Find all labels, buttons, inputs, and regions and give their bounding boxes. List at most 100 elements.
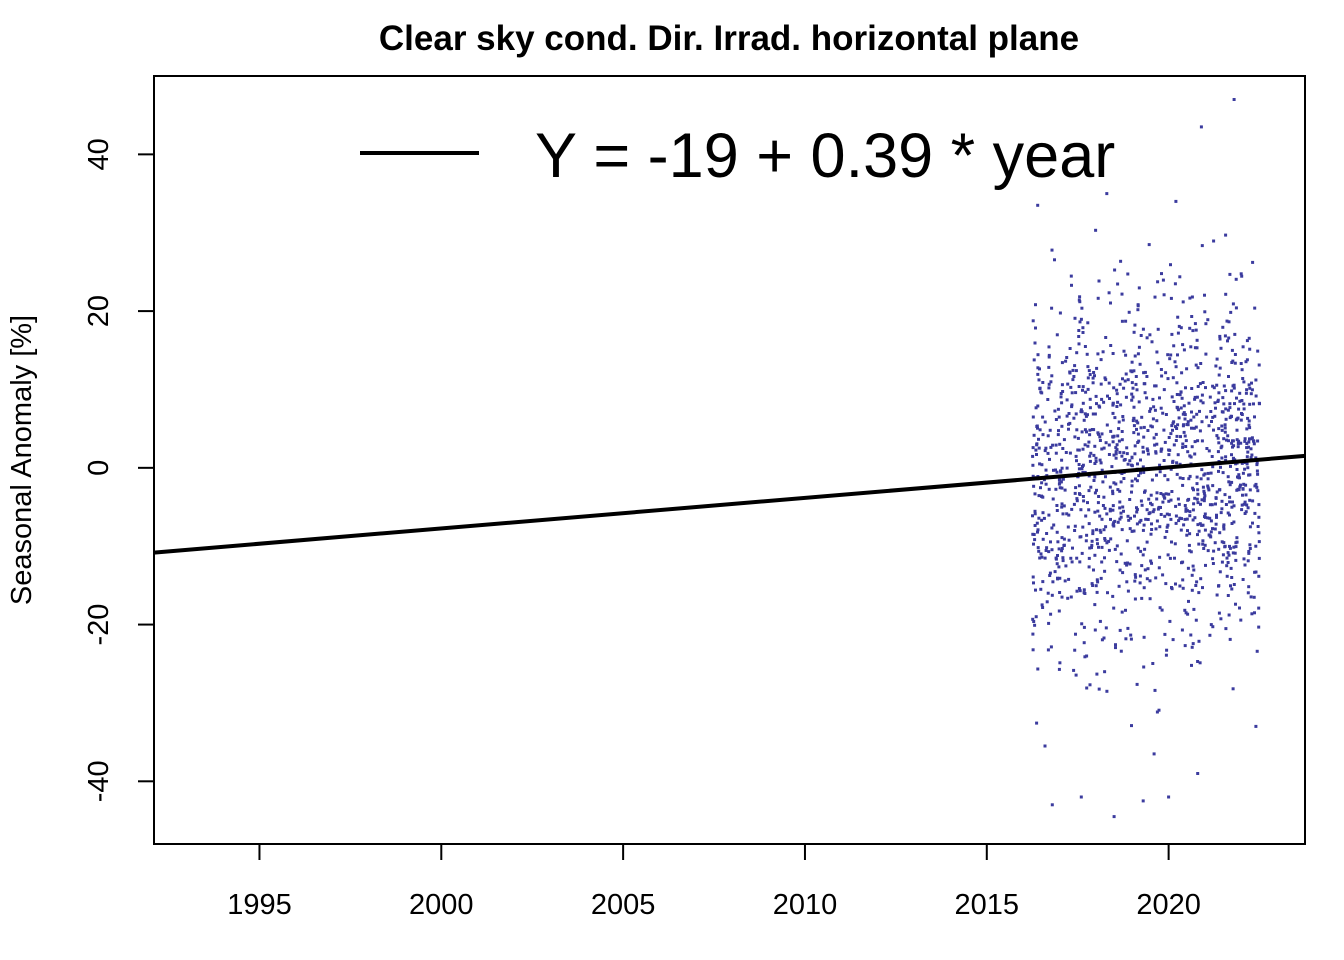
- data-point: [1183, 504, 1187, 507]
- data-point: [1240, 412, 1243, 415]
- data-point: [1221, 410, 1225, 414]
- data-point: [1119, 552, 1123, 556]
- data-point: [1119, 403, 1123, 407]
- data-point: [1149, 501, 1152, 505]
- data-point: [1037, 437, 1040, 441]
- data-point: [1152, 752, 1156, 756]
- data-point: [1174, 514, 1178, 518]
- data-point: [1251, 521, 1254, 525]
- data-point: [1159, 449, 1163, 453]
- data-point: [1219, 446, 1223, 450]
- data-point: [1190, 663, 1193, 667]
- data-point: [1112, 481, 1116, 485]
- data-point: [1215, 513, 1218, 517]
- data-point: [1206, 486, 1210, 490]
- data-point: [1174, 365, 1178, 369]
- data-point: [1119, 480, 1123, 484]
- data-point: [1164, 371, 1168, 375]
- data-point: [1168, 357, 1172, 361]
- data-point: [1209, 623, 1213, 627]
- data-point: [1064, 451, 1068, 454]
- data-point: [1173, 556, 1176, 560]
- data-point: [1169, 296, 1173, 300]
- data-point: [1094, 456, 1098, 460]
- data-point: [1124, 608, 1127, 612]
- data-point: [1037, 516, 1041, 520]
- data-point: [1197, 591, 1201, 595]
- data-point: [1142, 586, 1146, 590]
- data-point: [1031, 532, 1035, 536]
- legend: Y = -19 + 0.39 * year: [360, 121, 1115, 191]
- data-point: [1101, 504, 1105, 507]
- data-point: [1138, 520, 1142, 524]
- data-point: [1180, 628, 1184, 632]
- data-point: [1123, 379, 1127, 383]
- data-point: [1045, 546, 1049, 550]
- data-point: [1056, 540, 1060, 544]
- data-point: [1133, 452, 1137, 456]
- data-point: [1062, 543, 1066, 547]
- data-point: [1046, 434, 1050, 438]
- data-point: [1102, 495, 1106, 499]
- data-point: [1087, 556, 1091, 560]
- data-point: [1073, 364, 1077, 368]
- data-point: [1200, 498, 1204, 502]
- data-point: [1132, 529, 1136, 533]
- data-point: [1193, 397, 1197, 401]
- data-point: [1182, 523, 1186, 527]
- data-point: [1248, 386, 1252, 390]
- data-point: [1074, 454, 1078, 458]
- data-point: [1210, 503, 1214, 507]
- data-point: [1041, 511, 1045, 515]
- data-point: [1243, 439, 1247, 443]
- data-point: [1087, 369, 1091, 373]
- data-point: [1100, 560, 1104, 564]
- data-point: [1169, 517, 1173, 521]
- y-tick-label: -40: [83, 760, 115, 802]
- data-point: [1087, 440, 1091, 444]
- data-point: [1133, 354, 1137, 358]
- data-point: [1207, 424, 1211, 428]
- data-point: [1228, 402, 1232, 406]
- data-point: [1118, 628, 1122, 632]
- data-point: [1053, 570, 1057, 574]
- data-point: [1103, 506, 1107, 510]
- data-point: [1132, 424, 1136, 428]
- data-point: [1114, 646, 1117, 650]
- data-point: [1099, 530, 1103, 534]
- data-point: [1075, 497, 1079, 501]
- data-point: [1067, 412, 1071, 415]
- data-point: [1181, 483, 1185, 487]
- data-point: [1137, 345, 1141, 349]
- data-point: [1044, 482, 1048, 486]
- data-point: [1169, 498, 1173, 502]
- data-point: [1071, 368, 1075, 372]
- data-point: [1224, 459, 1228, 462]
- data-point: [1238, 485, 1242, 489]
- data-point: [1041, 606, 1045, 609]
- data-point: [1199, 399, 1203, 403]
- data-point: [1202, 547, 1206, 550]
- data-point: [1116, 520, 1120, 524]
- data-point: [1211, 415, 1215, 419]
- data-point: [1249, 447, 1253, 451]
- data-point: [1136, 304, 1140, 308]
- data-point: [1146, 429, 1150, 432]
- data-point: [1245, 446, 1249, 450]
- data-point: [1108, 485, 1112, 489]
- data-point: [1206, 318, 1210, 322]
- data-point: [1148, 333, 1152, 337]
- data-point: [1155, 710, 1159, 714]
- data-point: [1245, 442, 1249, 445]
- data-point: [1228, 500, 1232, 504]
- data-point: [1226, 475, 1230, 479]
- data-point: [1120, 438, 1124, 442]
- data-point: [1074, 369, 1078, 373]
- data-point: [1169, 467, 1173, 471]
- y-axis: -40 -20 0 20 40: [83, 138, 155, 802]
- data-point: [1031, 514, 1034, 518]
- data-point: [1054, 468, 1057, 472]
- data-point: [1239, 418, 1243, 422]
- data-point: [1079, 408, 1083, 412]
- data-point: [1185, 517, 1189, 521]
